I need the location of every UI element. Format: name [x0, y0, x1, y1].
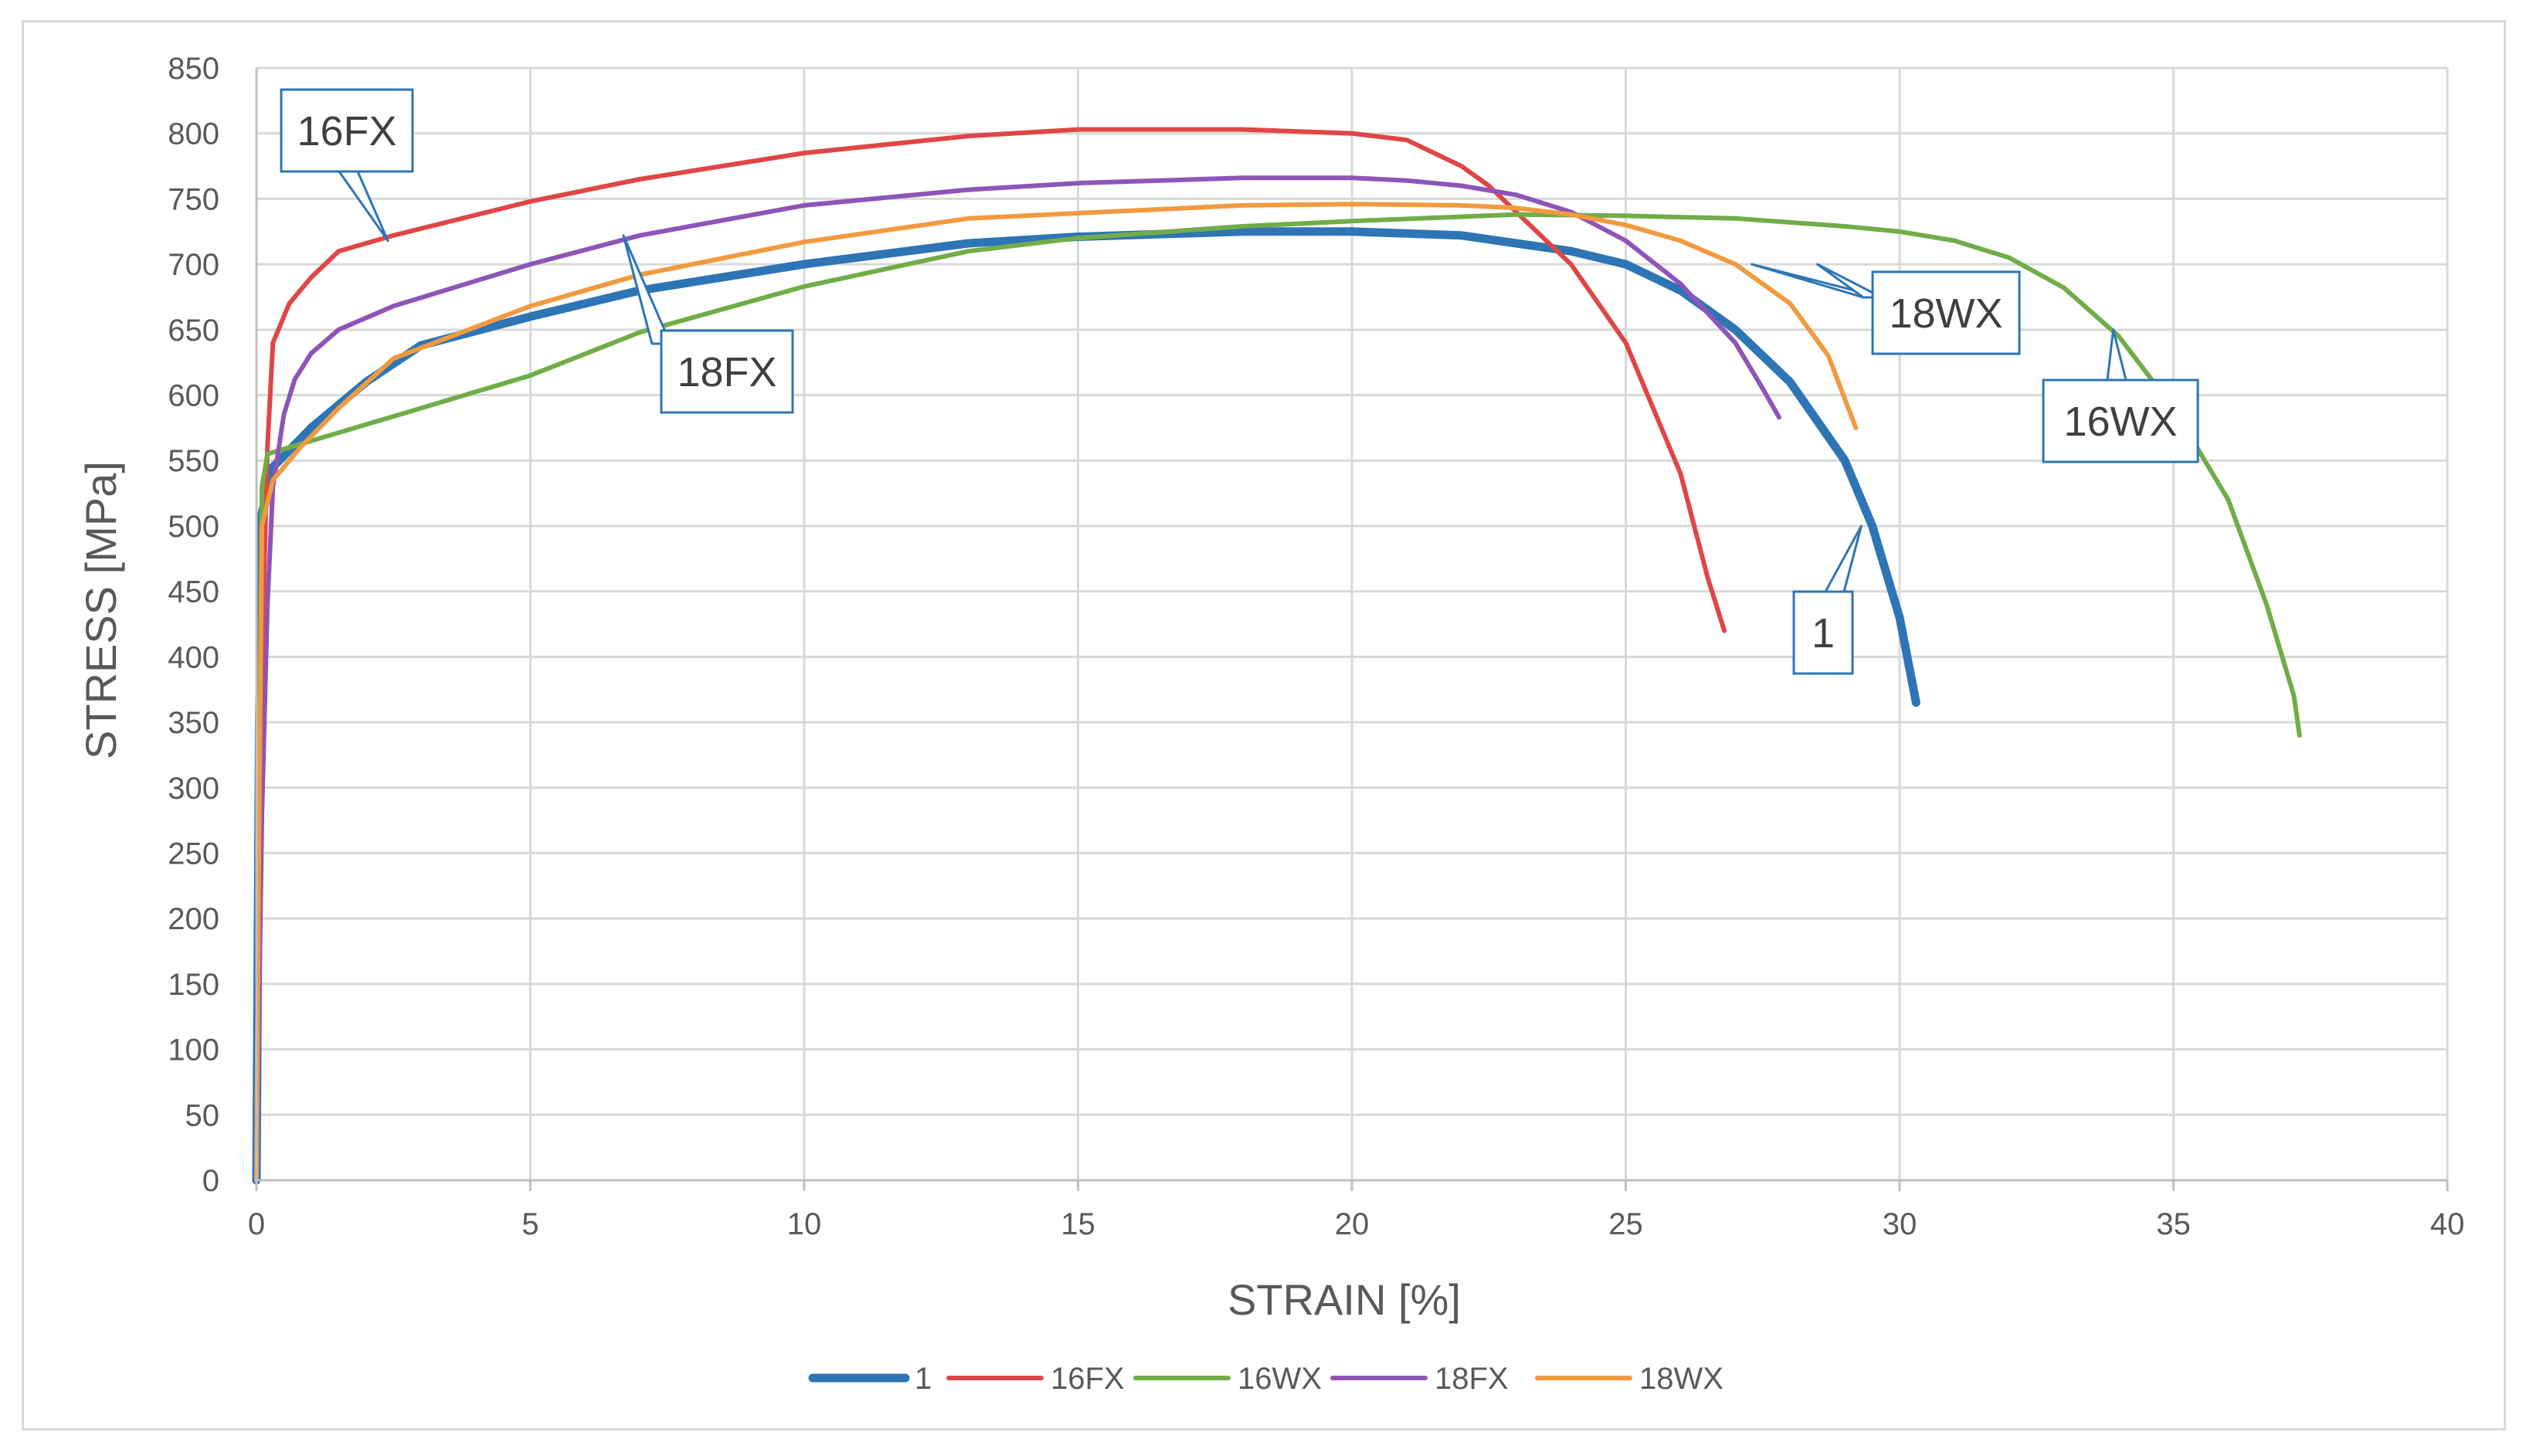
- series-line-18fx: [254, 175, 1781, 1183]
- x-tick-label: 35: [2156, 1207, 2191, 1241]
- legend-label-16wx: 16WX: [1238, 1362, 1322, 1396]
- y-axis-title: STRESS [MPa]: [76, 461, 125, 759]
- y-tick-label: 450: [168, 575, 219, 609]
- callout-label: 18FX: [677, 349, 776, 395]
- callout-label: 16WX: [2063, 399, 2177, 445]
- y-tick-label: 100: [168, 1033, 219, 1067]
- y-tick-label: 750: [168, 182, 219, 216]
- chart-frame: [22, 20, 2506, 1431]
- x-tick-label: 25: [1608, 1207, 1643, 1241]
- y-tick-label: 150: [168, 968, 219, 1002]
- y-tick-label: 0: [202, 1164, 219, 1198]
- callout-pointer: [338, 170, 389, 243]
- y-tick-label: 650: [168, 314, 219, 348]
- y-tick-label: 400: [168, 640, 219, 674]
- callout-18wx: 18WX: [1751, 263, 2021, 355]
- x-tick-label: 20: [1335, 1207, 1370, 1241]
- legend: 1 16FX 16WX 18FX 18WX: [808, 1362, 1723, 1396]
- x-tick-label: 40: [2430, 1207, 2465, 1241]
- callout-16fx: 16FX: [280, 88, 414, 243]
- y-tick-label: 700: [168, 248, 219, 282]
- y-tick-label: 50: [185, 1098, 220, 1132]
- callout-label: 1: [1812, 610, 1835, 657]
- series-line-1: [252, 227, 1920, 1185]
- x-tick-label: 15: [1061, 1207, 1095, 1241]
- series-line-16fx: [254, 127, 1727, 1183]
- callout-box: [1871, 270, 2021, 355]
- callout-label: 16FX: [297, 108, 396, 154]
- gridlines: [256, 66, 2449, 1180]
- callout-16wx: 16WX: [2042, 328, 2199, 463]
- y-tick-label: 850: [168, 52, 219, 86]
- y-tick-label: 600: [168, 379, 219, 413]
- x-tick-label: 5: [521, 1207, 538, 1241]
- callout-box: [2042, 378, 2199, 463]
- y-tick-label: 250: [168, 837, 219, 871]
- callout-label: 18WX: [1889, 290, 2002, 337]
- y-tick-label: 800: [168, 117, 219, 151]
- x-axis-title: STRAIN [%]: [1228, 1275, 1461, 1324]
- y-tick-label: 200: [168, 902, 219, 936]
- legend-label-16fx: 16FX: [1051, 1362, 1125, 1396]
- callout-pointer: [1824, 524, 1863, 593]
- y-tick-label: 350: [168, 706, 219, 740]
- callout-box: [1792, 590, 1854, 675]
- series-line-16wx: [254, 212, 2302, 1183]
- series-line-18wx: [254, 202, 1859, 1183]
- callout-box: [660, 329, 794, 414]
- y-tick-label: 300: [168, 772, 219, 806]
- x-tick-label: 10: [787, 1207, 822, 1241]
- y-tick-label: 550: [168, 444, 219, 478]
- axes: 0501001502002503003504004505005506006507…: [168, 52, 2464, 1241]
- callouts: 16FX 18FX 18WX 16WX 1: [280, 88, 2199, 675]
- legend-label-18fx: 18FX: [1435, 1362, 1509, 1396]
- callout-18fx: 18FX: [622, 234, 794, 414]
- callout-1: 1: [1792, 524, 1863, 675]
- x-tick-label: 0: [248, 1207, 265, 1241]
- legend-label-18wx: 18WX: [1639, 1362, 1723, 1396]
- y-tick-label: 500: [168, 510, 219, 544]
- legend-label-1: 1: [915, 1362, 932, 1396]
- callout-box: [280, 88, 414, 173]
- x-tick-label: 30: [1883, 1207, 1917, 1241]
